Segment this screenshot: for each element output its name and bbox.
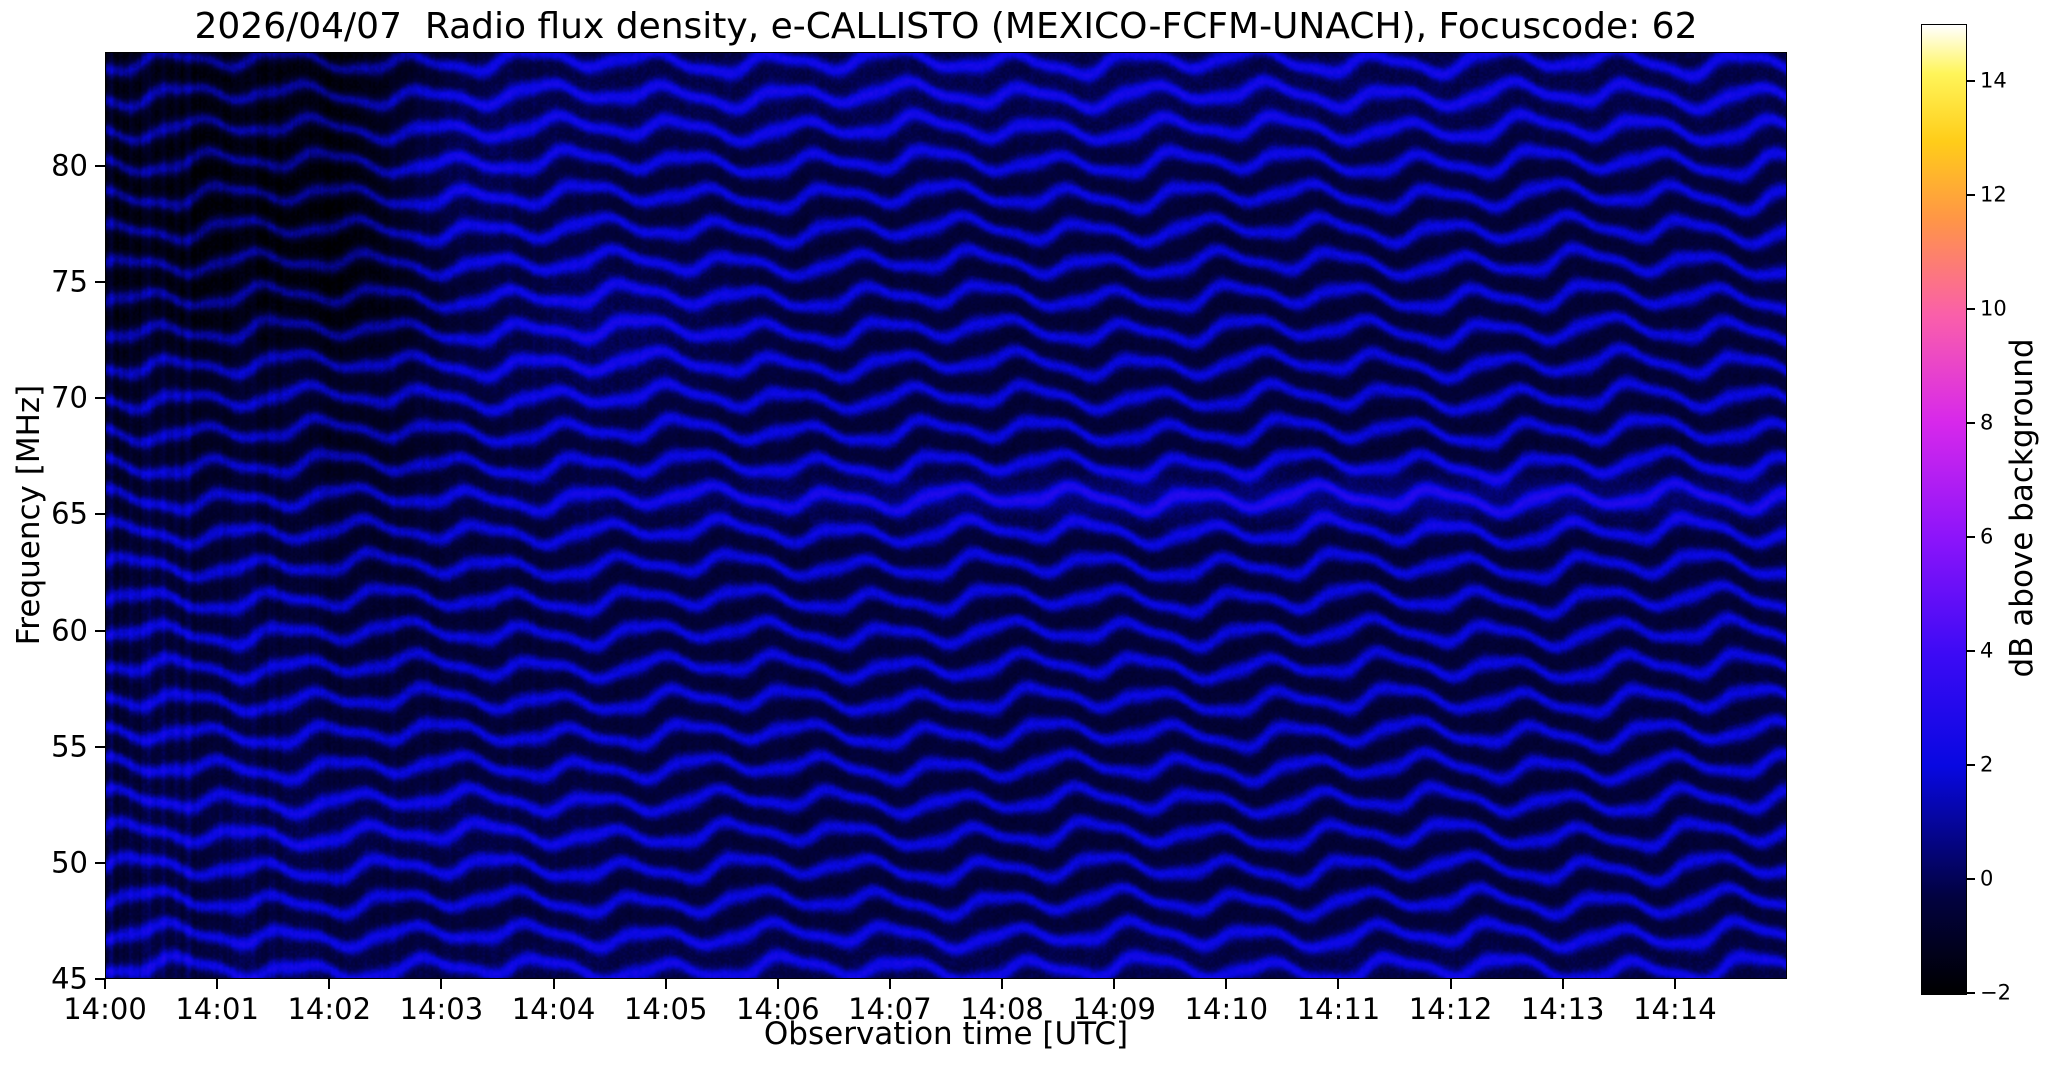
colorbar-tick-label: 12 <box>1980 182 2007 207</box>
x-tick-mark <box>1225 979 1228 989</box>
y-tick-mark <box>95 513 105 516</box>
colorbar-tick-mark <box>1967 422 1975 424</box>
x-tick-mark <box>216 979 219 989</box>
x-tick-mark <box>552 979 555 989</box>
x-axis-label: Observation time [UTC] <box>763 1016 1129 1052</box>
x-tick-label: 14:04 <box>511 992 596 1026</box>
y-tick-label: 45 <box>51 961 88 996</box>
x-tick-label: 14:02 <box>287 992 372 1026</box>
chart-title: 2026/04/07 Radio flux density, e-CALLIST… <box>194 6 1698 47</box>
colorbar-tick-label: 6 <box>1980 524 1994 549</box>
y-tick-mark <box>95 745 105 748</box>
colorbar-tick-mark <box>1967 194 1975 196</box>
colorbar-gradient <box>1921 24 1967 995</box>
x-tick-label: 14:10 <box>1184 992 1269 1026</box>
x-tick-label: 14:11 <box>1296 992 1381 1026</box>
x-tick-label: 14:00 <box>63 992 147 1026</box>
colorbar-tick-mark <box>1967 764 1975 766</box>
colorbar-tick-mark <box>1967 536 1975 538</box>
colorbar-tick-label: 14 <box>1980 68 2007 93</box>
y-tick-label: 65 <box>51 496 88 531</box>
x-tick-label: 14:07 <box>848 992 932 1026</box>
y-tick-mark <box>95 164 105 167</box>
colorbar-tick-mark <box>1967 878 1975 880</box>
y-tick-mark <box>95 397 105 400</box>
x-tick-mark <box>1337 979 1340 989</box>
x-tick-mark <box>776 979 779 989</box>
colorbar-tick-mark <box>1967 992 1975 994</box>
y-tick-label: 60 <box>51 613 88 647</box>
x-tick-label: 14:13 <box>1520 992 1605 1026</box>
x-tick-label: 14:09 <box>1072 992 1156 1026</box>
y-tick-mark <box>95 861 105 864</box>
colorbar-tick-label: 4 <box>1980 638 1994 663</box>
y-tick-label: 70 <box>51 380 88 415</box>
x-tick-mark <box>440 979 443 989</box>
x-tick-mark <box>1113 979 1116 989</box>
x-tick-mark <box>1449 979 1452 989</box>
x-tick-label: 14:14 <box>1633 992 1717 1026</box>
x-tick-label: 14:08 <box>960 992 1044 1026</box>
y-tick-label: 50 <box>51 845 88 880</box>
x-tick-label: 14:06 <box>736 992 820 1026</box>
colorbar-tick-mark <box>1967 650 1975 652</box>
x-tick-label: 14:05 <box>623 992 708 1026</box>
colorbar-tick-mark <box>1967 80 1975 82</box>
y-tick-label: 80 <box>51 148 88 183</box>
x-tick-label: 14:12 <box>1408 992 1493 1026</box>
colorbar-tick-label: 2 <box>1980 752 1994 777</box>
y-tick-mark <box>95 629 105 632</box>
y-tick-label: 75 <box>51 264 88 299</box>
x-tick-mark <box>1561 979 1564 989</box>
x-tick-mark <box>328 979 331 989</box>
y-tick-mark <box>95 281 105 283</box>
x-tick-mark <box>1673 979 1676 989</box>
x-tick-label: 14:01 <box>175 992 259 1026</box>
colorbar-tick-label: −2 <box>1980 980 2011 1005</box>
x-tick-mark <box>888 979 891 989</box>
y-tick-mark <box>95 978 105 980</box>
x-tick-mark <box>664 979 667 989</box>
spectrogram-heatmap-canvas <box>105 52 1787 979</box>
y-tick-label: 55 <box>51 729 88 764</box>
colorbar-label: dB above background <box>2004 338 2040 678</box>
x-tick-label: 14:03 <box>399 992 484 1026</box>
colorbar-tick-label: 0 <box>1980 866 1994 891</box>
colorbar-tick-mark <box>1967 308 1975 310</box>
colorbar-tick-label: 10 <box>1980 296 2007 321</box>
colorbar-tick-label: 8 <box>1980 410 1994 435</box>
x-tick-mark <box>104 979 106 989</box>
x-tick-mark <box>1001 979 1004 989</box>
